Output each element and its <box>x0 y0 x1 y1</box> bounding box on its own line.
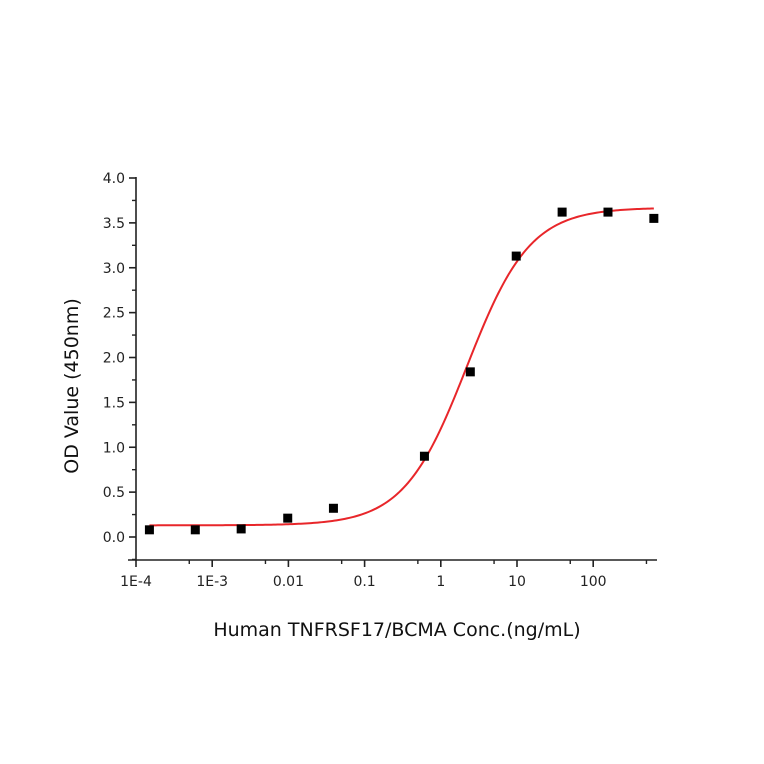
data-point-square <box>465 367 475 377</box>
data-point-square <box>236 524 246 534</box>
data-points <box>144 207 659 535</box>
y-tick-label: 1.5 <box>103 395 125 411</box>
x-axis-title: Human TNFRSF17/BCMA Conc.(ng/mL) <box>213 619 580 641</box>
x-tick-label: 1 <box>436 574 445 590</box>
y-axis-title: OD Value (450nm) <box>61 298 83 473</box>
data-point-square <box>511 251 521 261</box>
x-tick-label: 1E-4 <box>120 574 152 590</box>
data-point-square <box>649 213 659 223</box>
y-tick-label: 0.0 <box>103 530 125 546</box>
data-point-square <box>603 207 613 217</box>
data-point-square <box>328 503 338 513</box>
y-axis: 0.0 0.5 1.0 1.5 2.0 2.5 3.0 3.5 4.0 <box>103 171 137 561</box>
x-axis: 1E-4 1E-3 0.01 0.1 1 10 100 <box>120 559 657 590</box>
y-tick-label: 0.5 <box>103 485 125 501</box>
x-tick-label: 100 <box>580 574 607 590</box>
y-tick-label: 4.0 <box>103 171 125 187</box>
y-tick-label: 3.0 <box>103 261 125 277</box>
data-point-square <box>190 525 200 535</box>
y-tick-label: 3.5 <box>103 216 125 232</box>
data-point-square <box>557 207 567 217</box>
x-tick-label: 10 <box>508 574 526 590</box>
y-tick-label: 2.5 <box>103 306 125 322</box>
data-point-square <box>419 451 429 461</box>
x-tick-label: 0.1 <box>353 574 375 590</box>
fit-curve-line <box>149 207 654 527</box>
fit-curve <box>149 207 654 527</box>
data-point-square <box>283 513 293 523</box>
x-tick-label: 1E-3 <box>196 574 228 590</box>
y-tick-label: 1.0 <box>103 440 125 456</box>
y-tick-label: 2.0 <box>103 351 125 367</box>
data-point-square <box>144 525 154 535</box>
x-tick-label: 0.01 <box>273 574 304 590</box>
